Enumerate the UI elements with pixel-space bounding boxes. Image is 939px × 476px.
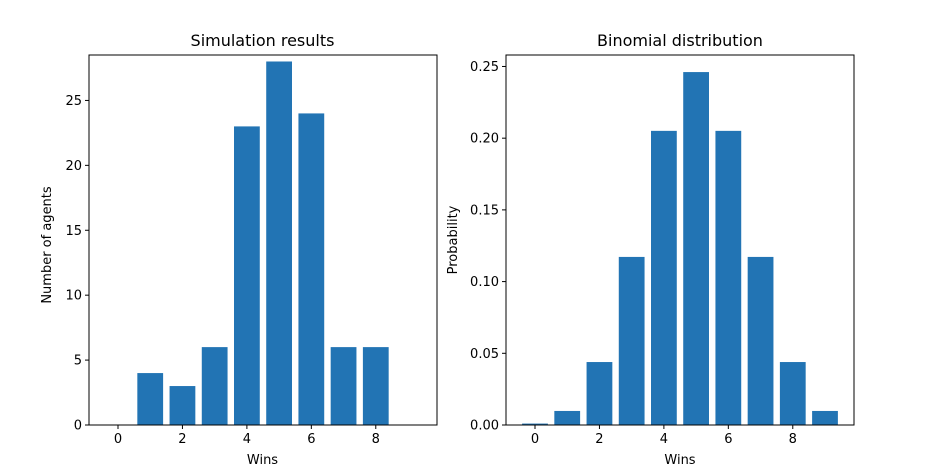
chart-title: Binomial distribution (597, 31, 763, 50)
bar-0 (522, 423, 548, 425)
x-tick-label: 8 (372, 432, 380, 447)
x-tick-label: 4 (660, 432, 668, 447)
y-tick-label: 0.10 (470, 275, 499, 290)
plot-frame (88, 54, 438, 426)
x-axis-label: Wins (247, 453, 278, 468)
y-tick-label: 0.15 (470, 203, 499, 218)
x-tick-label: 2 (178, 432, 186, 447)
x-tick-label: 6 (307, 432, 315, 447)
y-axis-label: Number of agents (40, 186, 55, 304)
bar-8 (362, 347, 389, 425)
bars (522, 72, 838, 426)
bar-8 (779, 362, 806, 425)
x-tick-label: 4 (243, 432, 251, 447)
bar-5 (683, 72, 709, 425)
bar-4 (651, 130, 677, 426)
x-ticks: 0 2 4 6 8 (531, 425, 797, 447)
y-ticks: 0 5 10 15 20 25 (65, 94, 89, 434)
bar-5 (266, 61, 292, 426)
plot-frame (505, 54, 855, 426)
chart-title: Simulation results (191, 31, 335, 50)
bar-4 (234, 126, 260, 426)
x-tick-label: 6 (724, 432, 732, 447)
chart-simulation-results: Simulation results Wins Number of agents… (40, 31, 438, 468)
y-tick-label: 0.25 (470, 60, 499, 75)
x-axis-label: Wins (664, 453, 695, 468)
y-ticks: 0.00 0.05 0.10 0.15 0.20 0.25 (470, 60, 506, 434)
bar-2 (586, 362, 613, 425)
y-tick-label: 0 (74, 419, 82, 434)
bar-1 (137, 373, 164, 425)
bars (137, 61, 389, 426)
bar-6 (298, 113, 325, 426)
bar-9 (812, 410, 838, 425)
y-tick-label: 0.05 (470, 347, 499, 362)
y-tick-label: 0.20 (470, 132, 499, 147)
y-tick-label: 0.00 (470, 419, 499, 434)
bar-3 (618, 256, 645, 425)
chart-binomial-distribution: Binomial distribution Wins Probability 0… (446, 31, 855, 468)
y-tick-label: 20 (65, 159, 82, 174)
bar-2 (169, 386, 196, 425)
x-tick-label: 8 (789, 432, 797, 447)
x-tick-label: 0 (114, 432, 122, 447)
bar-1 (554, 410, 581, 425)
x-ticks: 0 2 4 6 8 (114, 425, 380, 447)
bar-7 (330, 347, 357, 425)
y-axis-label: Probability (446, 205, 461, 274)
y-tick-label: 5 (74, 354, 82, 369)
bar-7 (747, 256, 774, 425)
x-tick-label: 2 (595, 432, 603, 447)
y-tick-label: 15 (65, 224, 82, 239)
x-tick-label: 0 (531, 432, 539, 447)
bar-3 (201, 347, 228, 425)
y-tick-label: 10 (65, 289, 82, 304)
y-tick-label: 25 (65, 94, 82, 109)
bar-6 (715, 130, 742, 426)
